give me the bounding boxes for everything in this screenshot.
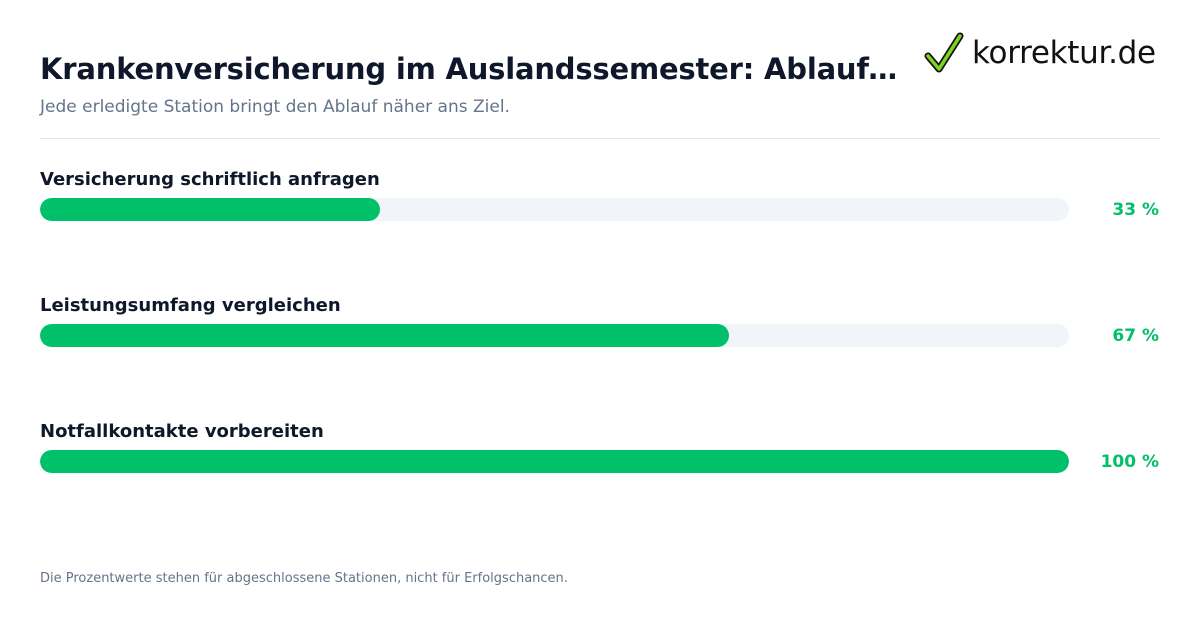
progress-track — [40, 324, 1069, 347]
progress-track — [40, 450, 1069, 473]
brand-logo[interactable]: korrektur.de — [924, 28, 1156, 78]
progress-row: Leistungsumfang vergleichen 67 % — [40, 294, 1160, 354]
checkmark-icon — [924, 32, 964, 73]
logo-text: korrektur.de — [972, 35, 1156, 71]
page-title: Krankenversicherung im Auslandssemester:… — [40, 52, 900, 86]
progress-value: 100 % — [1100, 452, 1159, 472]
progress-bar — [40, 198, 380, 221]
progress-row: Notfallkontakte vorbereiten 100 % — [40, 420, 1160, 480]
progress-label: Versicherung schriftlich anfragen — [40, 169, 380, 190]
progress-row: Versicherung schriftlich anfragen 33 % — [40, 168, 1160, 228]
footnote: Die Prozentwerte stehen für abgeschlosse… — [40, 571, 568, 586]
checkmark-fill — [926, 34, 962, 71]
progress-value: 67 % — [1112, 326, 1159, 346]
page-subtitle: Jede erledigte Station bringt den Ablauf… — [40, 97, 510, 117]
progress-label: Notfallkontakte vorbereiten — [40, 421, 324, 442]
progress-bar — [40, 324, 729, 347]
progress-track — [40, 198, 1069, 221]
progress-label: Leistungsumfang vergleichen — [40, 295, 341, 316]
progress-value: 33 % — [1112, 200, 1159, 220]
progress-bar — [40, 450, 1069, 473]
header-divider — [40, 138, 1160, 139]
